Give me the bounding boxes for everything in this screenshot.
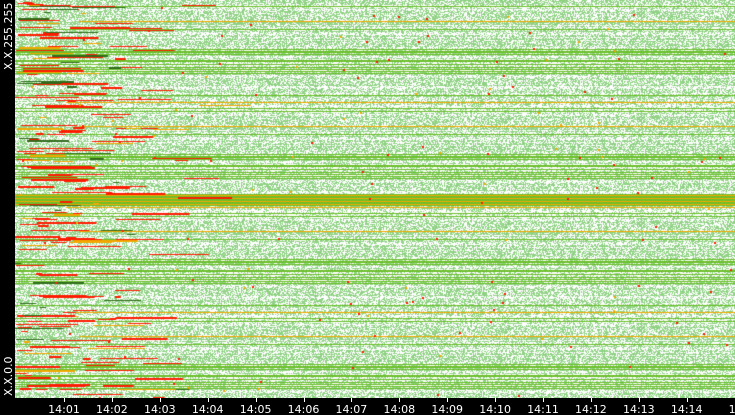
x-tick	[207, 398, 209, 402]
x-axis: 14:01 14:02 14:03 14:04 14:05 14:06 14:07 14:08…	[0, 398, 735, 415]
x-tick	[303, 398, 305, 402]
y-tick-label-bottom: X.X.0.0	[2, 356, 15, 396]
x-tick	[64, 398, 65, 402]
x-tick	[111, 398, 113, 402]
x-tick	[399, 398, 401, 402]
x-tick	[351, 398, 353, 402]
x-tick-label: 14:11	[527, 403, 559, 415]
x-tick-label: 14:05	[239, 403, 272, 415]
x-tick	[543, 398, 544, 402]
x-tick-label: 14:14	[670, 403, 703, 415]
x-tick	[686, 398, 688, 402]
x-tick-label: 14:10	[479, 403, 511, 415]
x-tick	[255, 398, 257, 402]
x-tick	[447, 398, 449, 402]
x-tick-label: 14:13	[622, 403, 655, 415]
x-tick-label: 14:01	[48, 403, 80, 415]
x-tick-label: 14	[728, 403, 735, 415]
heatmap-plot	[15, 0, 735, 398]
y-tick-label-top: X.X.255.255	[2, 2, 15, 70]
x-tick-label: 14:08	[383, 403, 416, 415]
x-tick	[159, 398, 161, 402]
x-tick-label: 14:12	[575, 403, 607, 415]
x-tick-label: 14:07	[335, 403, 368, 415]
x-tick	[638, 398, 640, 402]
x-tick-label: 14:02	[96, 403, 128, 415]
x-tick-label: 14:04	[191, 403, 224, 415]
y-axis: X.X.255.255 X.X.0.0	[0, 0, 15, 398]
x-tick	[590, 398, 592, 402]
x-tick-label: 14:06	[287, 403, 320, 415]
x-tick-label: 14:03	[143, 403, 176, 415]
x-tick	[495, 398, 497, 402]
x-tick-label: 14:09	[431, 403, 464, 415]
